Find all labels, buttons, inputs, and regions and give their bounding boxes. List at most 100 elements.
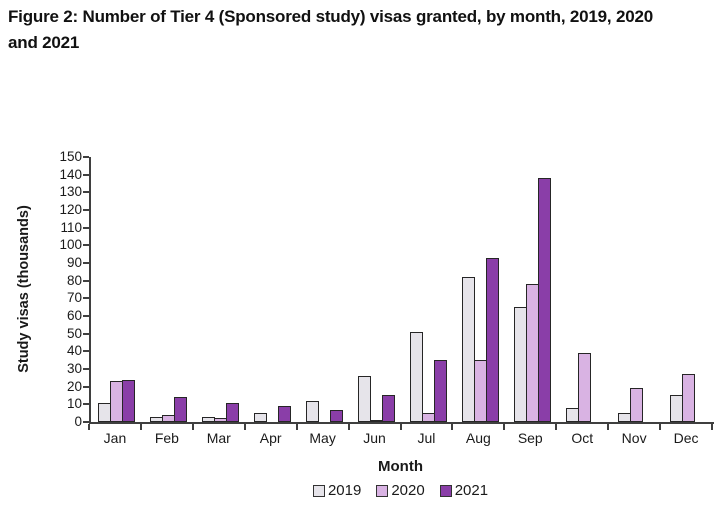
x-tick-label-jul: Jul [417,430,436,446]
bar-jun-2019 [358,376,372,422]
x-tick-label-apr: Apr [259,430,282,446]
bar-dec-2020 [681,374,695,422]
plot-area [89,157,714,424]
bar-group-aug [454,157,506,422]
bar-jun-2021 [382,395,396,422]
legend-swatch-2021 [439,484,452,497]
bar-group-nov [610,157,662,422]
bar-feb-2021 [174,397,188,422]
x-tick-mark-4 [295,424,298,430]
bar-group-oct [558,157,610,422]
figure-title: Figure 2: Number of Tier 4 (Sponsored st… [8,4,716,56]
bar-group-sep [506,157,558,422]
bar-jul-2021 [433,360,447,422]
x-tick-label-feb: Feb [154,430,179,446]
legend-label-2020: 2020 [391,482,425,499]
bar-group-may [299,157,351,422]
y-tick-mark-40 [83,350,89,353]
x-tick-mark-10 [607,424,610,430]
x-tick-label-mar: Mar [206,430,231,446]
y-tick-label-130: 130 [59,184,82,200]
x-tick-label-nov: Nov [621,430,647,446]
x-tick-mark-0 [88,424,90,430]
y-tick-mark-120 [83,209,89,211]
bar-group-jan [91,157,143,422]
legend-label-2019: 2019 [327,482,362,499]
y-tick-mark-0 [83,421,89,423]
y-tick-label-30: 30 [66,361,82,376]
bar-nov-2020 [629,388,643,422]
x-tick-label-dec: Dec [673,430,699,446]
bar-group-feb [143,157,195,422]
x-tick-label-jan: Jan [103,430,127,446]
legend-swatch-2019 [312,484,325,497]
x-tick-mark-12 [711,424,713,430]
y-tick-mark-80 [83,279,89,282]
y-axis-title: Study visas (thousands) [16,205,32,373]
bar-oct-2020 [577,353,591,422]
y-tick-label-20: 20 [66,378,82,394]
x-tick-mark-2 [191,424,194,430]
y-tick-label-110: 110 [60,219,82,235]
y-tick-mark-60 [83,315,89,317]
y-tick-mark-100 [83,244,89,247]
bar-group-jul [403,157,455,422]
bar-apr-2019 [254,413,268,422]
x-tick-mark-7 [451,424,454,430]
y-tick-label-80: 80 [66,272,82,288]
legend-swatch-2020 [376,484,389,497]
y-tick-label-0: 0 [74,414,82,429]
y-tick-mark-150 [83,156,89,158]
y-tick-label-90: 90 [66,255,82,270]
x-tick-label-jun: Jun [363,430,386,446]
y-tick-mark-70 [83,297,89,300]
bar-group-dec [662,157,714,422]
y-tick-label-40: 40 [66,343,82,359]
y-tick-label-140: 140 [59,166,82,182]
bar-mar-2021 [226,403,240,422]
x-tick-mark-8 [503,424,506,430]
x-tick-label-sep: Sep [517,430,543,446]
legend-item-2020: 2020 [376,482,425,499]
bar-jan-2021 [122,380,136,422]
x-tick-mark-5 [347,424,350,430]
figure-title-line1: Figure 2: Number of Tier 4 (Sponsored st… [8,7,653,26]
bar-sep-2021 [537,178,551,422]
x-tick-label-may: May [309,430,336,446]
y-tick-mark-140 [83,173,89,176]
y-tick-label-10: 10 [66,396,82,412]
y-tick-mark-110 [83,226,89,229]
y-tick-label-100: 100 [59,237,82,253]
bar-aug-2021 [485,258,499,422]
y-tick-label-150: 150 [59,149,82,164]
y-tick-mark-30 [83,368,89,370]
bar-jul-2019 [409,332,423,422]
legend-item-2019: 2019 [312,482,362,499]
x-tick-mark-11 [659,424,662,430]
x-tick-label-aug: Aug [465,430,491,446]
bar-may-2019 [306,401,320,422]
x-tick-mark-3 [243,424,246,430]
legend: 2019 2020 2021 [89,482,712,499]
legend-item-2021: 2021 [439,482,488,499]
bar-group-mar [195,157,247,422]
y-tick-label-120: 120 [59,202,82,217]
y-tick-mark-10 [83,403,89,406]
figure-title-line2: and 2021 [8,33,80,52]
bar-group-jun [351,157,403,422]
y-tick-mark-90 [83,262,89,264]
bar-apr-2021 [278,406,292,422]
y-tick-mark-130 [83,191,89,194]
bar-may-2021 [330,410,344,422]
y-tick-label-60: 60 [66,308,82,323]
x-tick-mark-1 [139,424,142,430]
y-tick-label-50: 50 [66,325,82,341]
x-tick-label-oct: Oct [571,430,594,446]
x-tick-mark-9 [555,424,558,430]
bar-group-apr [247,157,299,422]
y-tick-label-70: 70 [66,290,82,306]
y-tick-mark-20 [83,385,89,388]
x-tick-mark-6 [399,424,402,430]
x-axis-title: Month [378,458,423,475]
y-tick-mark-50 [83,332,89,335]
